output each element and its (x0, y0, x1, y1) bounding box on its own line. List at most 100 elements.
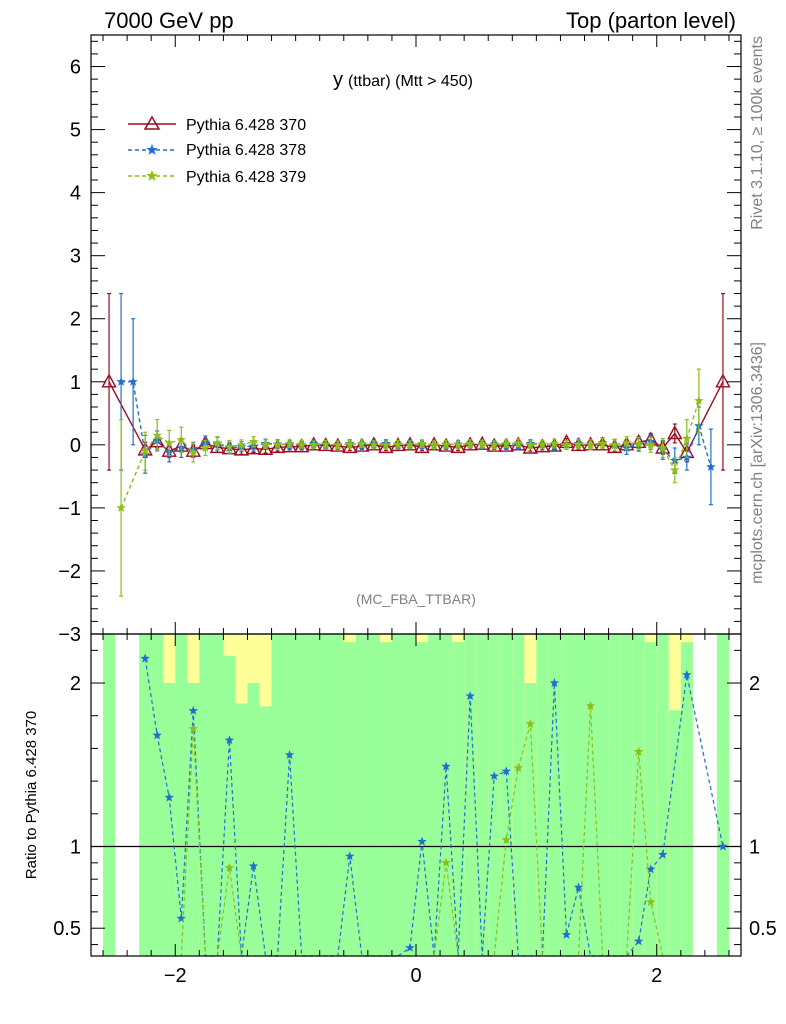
band-1sigma (379, 642, 392, 956)
point-star (621, 438, 632, 447)
point-star (513, 438, 524, 447)
point-star (658, 443, 668, 452)
legend-label-379: Pythia 6.428 379 (186, 169, 306, 186)
point-star (405, 439, 415, 449)
ratio-point (441, 761, 451, 771)
y-tick-label: −3 (58, 624, 81, 646)
point-star (116, 376, 126, 386)
band-1sigma (187, 683, 200, 956)
band-1sigma (259, 706, 272, 956)
point-triangle (715, 373, 731, 388)
band-1sigma (355, 634, 368, 956)
legend-label-370: Pythia 6.428 370 (186, 117, 306, 134)
point-triangle (342, 438, 358, 454)
watermark: (MC_FBA_TTBAR) (356, 591, 476, 607)
ratio-point (658, 849, 668, 859)
ratio-point (224, 735, 235, 745)
point-star (296, 439, 307, 449)
ratio-point (441, 857, 451, 867)
ratio-point (501, 834, 511, 844)
ratio-point (682, 669, 692, 679)
ratio-point (585, 700, 596, 710)
point-triangle (233, 441, 250, 456)
point-star (694, 395, 704, 405)
point-star (176, 434, 186, 444)
band-1sigma (632, 634, 645, 956)
band-1sigma (680, 642, 693, 956)
band-1sigma (500, 634, 513, 956)
band-1sigma (572, 634, 585, 956)
band-1sigma (524, 683, 537, 956)
band-1sigma (199, 634, 212, 956)
point-star (633, 438, 644, 448)
ratio-point (164, 792, 174, 802)
ratio-point (188, 705, 199, 715)
band-1sigma (163, 683, 176, 956)
band-1sigma (656, 634, 669, 956)
ratio-point (176, 913, 186, 923)
point-star (585, 439, 596, 449)
point-star (501, 438, 511, 448)
band-1sigma (608, 634, 621, 956)
legend-marker-triangle (143, 115, 161, 130)
band-1sigma (440, 634, 453, 956)
ratio-point (405, 942, 415, 952)
ratio-point (633, 746, 644, 756)
ratio-tick-label-right: 2 (749, 673, 760, 695)
ratio-point (718, 841, 728, 851)
point-triangle (450, 438, 466, 454)
x-tick-label: 0 (410, 965, 421, 987)
point-star (260, 439, 271, 449)
ratio-uncertainty-bands (103, 634, 729, 956)
point-triangle (101, 373, 117, 388)
y-tick-label: 1 (70, 372, 81, 394)
point-star (236, 439, 247, 449)
band-1sigma (512, 634, 525, 956)
ratio-point (284, 750, 295, 759)
ratio-tick-label-left: 1 (70, 836, 81, 858)
band-1sigma (139, 634, 152, 956)
point-star (670, 465, 680, 475)
point-star (140, 446, 150, 456)
series-line (121, 381, 712, 468)
point-star (525, 439, 536, 449)
band-1sigma (476, 634, 489, 956)
energy-label: 7000 GeV pp (104, 8, 234, 33)
legend-marker-star-378 (146, 144, 158, 155)
band-1sigma (464, 634, 477, 956)
y-tick-label: 4 (70, 183, 81, 205)
band-1sigma (416, 642, 429, 956)
point-triangle (378, 438, 394, 454)
point-star (465, 438, 475, 448)
band-1sigma (367, 634, 380, 956)
band-1sigma (452, 642, 465, 956)
point-triangle (281, 438, 298, 453)
y-tick-label: −2 (58, 561, 81, 583)
y-tick-label: 2 (70, 309, 81, 331)
point-star (308, 439, 319, 449)
point-triangle (245, 440, 262, 455)
legend-marker-star-379 (146, 170, 158, 181)
process-label: Top (parton level) (566, 8, 736, 33)
ratio-line (144, 658, 724, 957)
point-star (646, 439, 656, 449)
band-1sigma (403, 634, 416, 956)
point-star (272, 439, 283, 449)
ratio-point (248, 861, 259, 871)
ratio-point (633, 936, 644, 946)
point-triangle (534, 438, 551, 453)
point-triangle (354, 437, 370, 452)
point-star (152, 430, 162, 440)
point-star (597, 438, 608, 448)
point-star (706, 461, 716, 471)
point-triangle (486, 437, 502, 452)
point-star (573, 439, 584, 449)
point-star (561, 439, 572, 449)
point-star (609, 439, 620, 449)
point-triangle (414, 438, 430, 454)
ratio-point (525, 718, 536, 728)
band-1sigma (596, 634, 609, 956)
main-series-layer (101, 292, 731, 597)
ratio-point (188, 723, 199, 733)
band-1sigma (428, 634, 441, 956)
